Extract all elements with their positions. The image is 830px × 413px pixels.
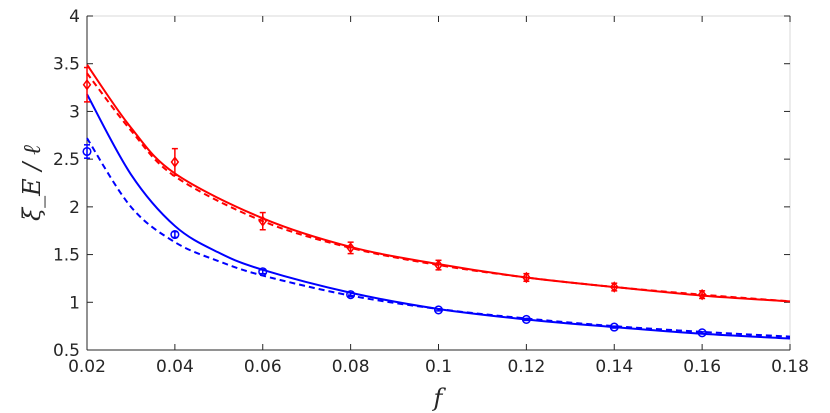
y-tick-label: 1 (69, 293, 80, 313)
blue-circle-marker (697, 328, 707, 338)
blue-circle-marker (170, 229, 180, 240)
x-tick-label: 0.16 (683, 357, 721, 377)
x-tick-label: 0.18 (771, 357, 809, 377)
x-tick-label: 0.1 (425, 357, 452, 377)
y-tick-label: 2.5 (53, 150, 80, 170)
y-tick-label: 3.5 (53, 55, 80, 75)
red-diamond-marker (697, 288, 707, 301)
x-tick-label: 0.14 (595, 357, 633, 377)
y-tick-label: 3 (69, 102, 80, 122)
red-diamond-marker (82, 78, 92, 91)
axes: 0.02 0.04 0.06 0.08 0.1 0.12 0.14 0.16 0.18 0.5 1 1… (53, 7, 809, 377)
x-tick-label: 0.04 (156, 357, 194, 377)
red-diamond-marker (609, 281, 619, 293)
fit-lines (86, 64, 791, 340)
red-diamond-marker (434, 259, 443, 271)
y-tick-label: 1.5 (53, 246, 80, 266)
x-tick-label: 0.08 (332, 357, 370, 377)
blue-solid-fit-line (86, 93, 791, 340)
x-tick-label: 0.12 (507, 357, 545, 377)
data-markers (82, 66, 707, 338)
blue-circle-marker (521, 314, 531, 325)
red-diamond-marker (346, 242, 355, 254)
red-dashed-fit-line (86, 72, 791, 303)
y-tick-label: 2 (69, 198, 80, 218)
blue-circle-marker (82, 146, 92, 157)
blue-circle-marker (258, 267, 268, 277)
blue-dashed-fit-line (86, 137, 791, 338)
blue-circle-marker (609, 322, 619, 332)
x-axis-label: f (432, 384, 447, 412)
y-axis-label: ξ_E / ℓ (18, 145, 46, 221)
blue-circle-marker (346, 290, 356, 300)
y-tick-label: 4 (69, 7, 80, 27)
plot-background (86, 15, 791, 351)
red-diamond-marker (522, 271, 531, 284)
red-diamond-marker (170, 156, 180, 168)
x-tick-label: 0.02 (68, 357, 106, 377)
x-tick-label: 0.06 (244, 357, 282, 377)
y-tick-label: 0.5 (53, 341, 80, 361)
blue-circle-marker (433, 305, 444, 315)
red-diamond-marker (258, 215, 268, 227)
